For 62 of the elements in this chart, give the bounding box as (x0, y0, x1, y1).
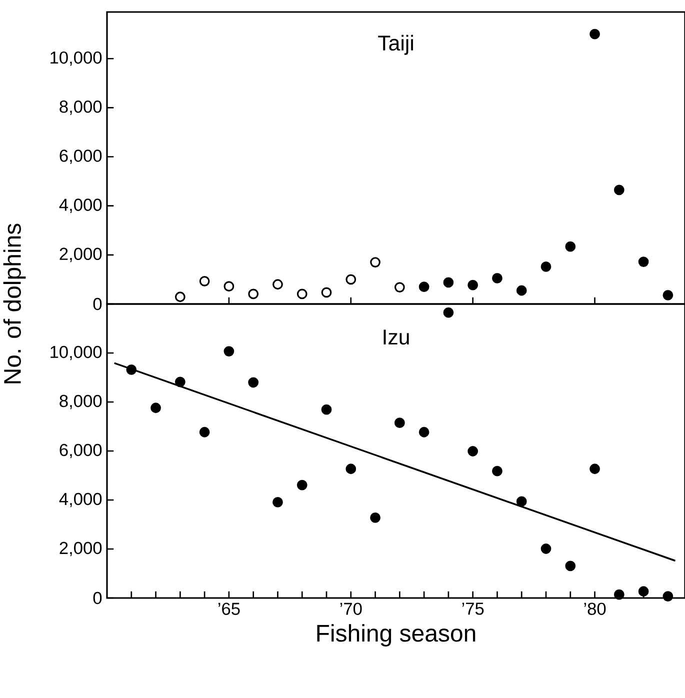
point (248, 288, 259, 300)
point (321, 404, 332, 415)
y-axis-title: No. of dolphins (3, 224, 26, 384)
x-tick-label: ’75 (462, 602, 484, 615)
point (174, 376, 186, 388)
x-tick-label: ’70 (340, 602, 362, 615)
text: Taiji (378, 34, 413, 55)
point (248, 377, 259, 388)
point (443, 277, 454, 288)
point (394, 418, 405, 428)
y-tick-label: 4,000 (59, 492, 102, 508)
point (468, 446, 478, 456)
point (590, 464, 600, 474)
point (638, 256, 649, 267)
point (516, 285, 527, 296)
point (516, 496, 527, 507)
point (394, 282, 405, 293)
y-tick-label: 4,000 (59, 198, 102, 213)
x-tick-label: ’80 (584, 602, 606, 615)
point (272, 497, 283, 508)
point (540, 261, 552, 272)
x-axis-title: Fishing season (317, 624, 476, 646)
point (346, 464, 356, 474)
point (638, 586, 649, 597)
point (321, 287, 332, 298)
point (296, 480, 308, 490)
text: Izu (384, 330, 409, 345)
y-tick-label: 6,000 (60, 444, 102, 458)
point (174, 292, 186, 302)
point (370, 257, 380, 268)
y-tick-label: 10,000 (50, 346, 102, 360)
point (540, 544, 552, 554)
point (126, 364, 137, 375)
point (590, 28, 600, 40)
y-tick-label: 10,000 (50, 51, 102, 66)
point (443, 307, 454, 318)
point (492, 273, 502, 284)
y-tick-label: 8,000 (60, 100, 102, 115)
point (418, 426, 430, 438)
point (614, 184, 624, 196)
point (224, 281, 234, 292)
y-tick-label: 8,000 (60, 394, 102, 410)
x-tick-label: ’65 (218, 602, 240, 615)
y-tick-label: 2,000 (60, 542, 102, 556)
y-tick-label: 0 (93, 592, 102, 604)
y-tick-label: 2,000 (60, 248, 102, 262)
point (272, 279, 283, 290)
point (565, 560, 576, 572)
point (199, 276, 210, 286)
point (370, 512, 380, 523)
point (199, 426, 210, 438)
point (418, 282, 430, 292)
point (492, 466, 502, 476)
y-tick-label: 6,000 (60, 150, 102, 164)
point (296, 288, 308, 300)
point (565, 241, 576, 252)
point (224, 346, 234, 356)
y-tick-label: 0 (93, 298, 102, 310)
point (150, 402, 161, 414)
point (614, 589, 624, 600)
point (346, 274, 356, 285)
point (468, 280, 478, 290)
